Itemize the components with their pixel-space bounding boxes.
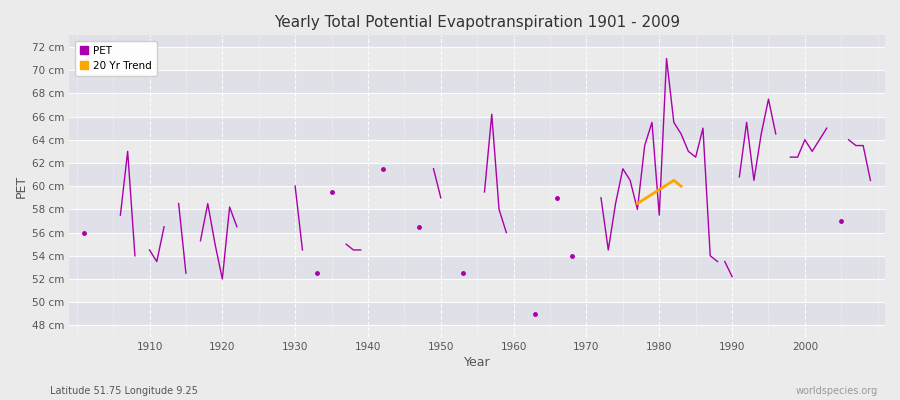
Bar	[69, 279, 885, 302]
Bar	[69, 186, 885, 209]
Text: worldspecies.org: worldspecies.org	[796, 386, 878, 396]
Bar	[69, 47, 885, 70]
Bar	[69, 24, 885, 47]
Bar	[69, 232, 885, 256]
Bar	[69, 93, 885, 116]
Title: Yearly Total Potential Evapotranspiration 1901 - 2009: Yearly Total Potential Evapotranspiratio…	[274, 15, 680, 30]
Legend: PET, 20 Yr Trend: PET, 20 Yr Trend	[75, 40, 158, 76]
Bar	[69, 163, 885, 186]
Bar	[69, 70, 885, 93]
Bar	[69, 116, 885, 140]
Bar	[69, 140, 885, 163]
Text: Latitude 51.75 Longitude 9.25: Latitude 51.75 Longitude 9.25	[50, 386, 197, 396]
Bar	[69, 256, 885, 279]
X-axis label: Year: Year	[464, 356, 490, 369]
Bar	[69, 209, 885, 232]
Y-axis label: PET: PET	[15, 174, 28, 198]
Bar	[69, 302, 885, 325]
